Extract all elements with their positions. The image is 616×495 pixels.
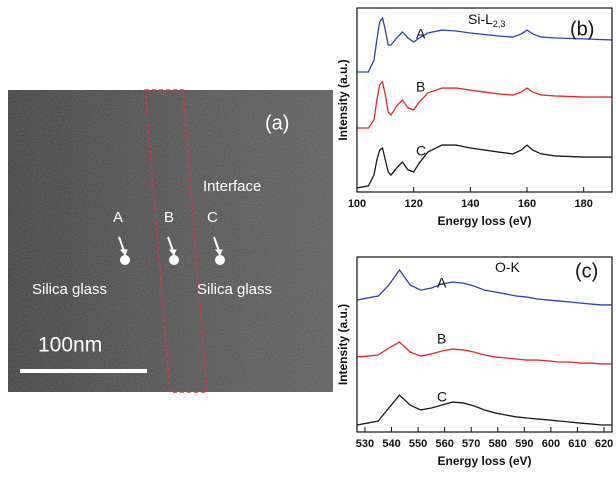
x-tick-label: 180 <box>574 198 592 210</box>
x-tick-label: 100 <box>348 198 366 210</box>
spectrum-line <box>357 270 612 305</box>
x-tick-label: 160 <box>518 198 536 210</box>
image-label: C <box>207 209 218 226</box>
spectrum-label: C <box>416 143 426 159</box>
x-tick-label: 620 <box>595 438 613 450</box>
x-axis-title: Energy loss (eV) <box>437 214 531 228</box>
x-tick-label: 530 <box>356 438 374 450</box>
y-axis-title: Intensity (a.u.) <box>336 304 350 385</box>
spectrum-line <box>357 395 612 425</box>
panel-label: (b) <box>570 18 594 40</box>
x-tick-label: 590 <box>515 438 533 450</box>
x-tick-label: 600 <box>542 438 560 450</box>
x-tick-label: 140 <box>461 198 479 210</box>
spectrum-line <box>357 82 612 128</box>
x-axis-title: Energy loss (eV) <box>437 454 531 468</box>
tem-image: (a) Interface A B C Silica glass Silica glass… <box>8 90 333 392</box>
annotation: Si-L2,3 <box>468 11 505 30</box>
image-label: A <box>113 209 123 226</box>
spectrum-label: A <box>416 26 426 42</box>
x-tick-label: 540 <box>382 438 400 450</box>
annotation: O-K <box>495 259 521 275</box>
image-label: B <box>164 209 174 226</box>
annotation-subscript: 2,3 <box>493 19 506 29</box>
spectrum-line <box>357 145 612 188</box>
image-label: Interface <box>203 178 261 195</box>
x-tick-label: 550 <box>409 438 427 450</box>
scale-bar-label: 100nm <box>38 334 102 357</box>
spectrum-label: A <box>437 275 447 291</box>
x-tick-label: 610 <box>568 438 586 450</box>
x-tick-label: 570 <box>462 438 480 450</box>
annotation-text: Si-L <box>468 11 493 27</box>
y-axis-title: Intensity (a.u.) <box>336 59 350 140</box>
spectrum-label: B <box>416 79 425 95</box>
panel-label: (a) <box>265 112 289 134</box>
spectrum-line <box>357 342 612 364</box>
x-tick-label: 120 <box>404 198 422 210</box>
image-label: Silica glass <box>32 281 107 298</box>
annotation-text: O-K <box>495 259 521 275</box>
panel-label: (c) <box>575 260 598 282</box>
spectrum-label: B <box>437 331 446 347</box>
x-tick-label: 560 <box>435 438 453 450</box>
x-tick-label: 580 <box>489 438 507 450</box>
figure: (a) Interface A B C Silica glass Silica glass… <box>0 0 616 490</box>
image-label: Silica glass <box>197 281 272 298</box>
spectrum-label: C <box>437 389 447 405</box>
